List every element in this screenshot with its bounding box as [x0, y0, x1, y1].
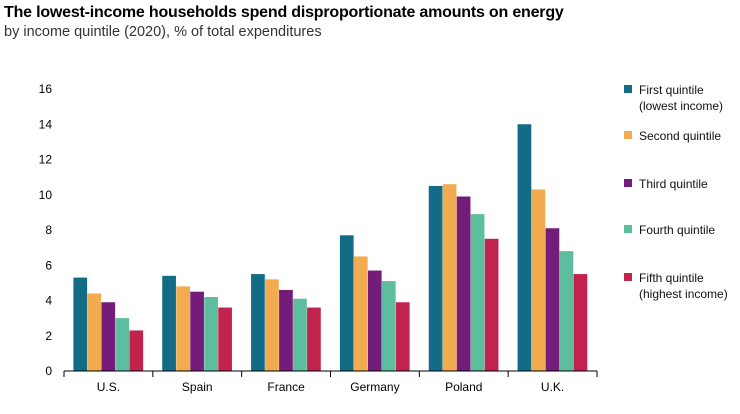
y-tick-label: 2: [45, 329, 52, 343]
bar: [559, 251, 574, 371]
bar: [307, 307, 321, 371]
bar: [428, 185, 443, 371]
y-tick-label: 8: [45, 223, 52, 237]
bar: [339, 235, 354, 371]
bar: [517, 124, 532, 371]
bar: [442, 184, 457, 371]
bar: [484, 238, 499, 371]
x-tick-label: Spain: [182, 380, 213, 394]
bar: [162, 275, 176, 371]
x-tick-label: Germany: [350, 380, 399, 394]
chart-title: The lowest-income households spend dispr…: [4, 4, 564, 21]
y-tick-label: 12: [39, 153, 53, 167]
y-tick-label: 0: [45, 364, 52, 378]
bar: [87, 293, 102, 371]
bar: [265, 279, 279, 371]
bar: [279, 289, 293, 371]
bar: [190, 291, 204, 371]
bar: [545, 228, 560, 371]
bar: [470, 214, 485, 371]
legend-label: Fourth quintile: [639, 223, 716, 237]
y-tick-label: 16: [39, 82, 53, 96]
x-tick-label: U.K.: [541, 380, 564, 394]
bar: [573, 274, 588, 371]
y-tick-label: 10: [39, 188, 53, 202]
bar: [456, 196, 471, 371]
y-tick-label: 4: [45, 294, 52, 308]
bar: [73, 277, 88, 371]
x-tick-label: France: [267, 380, 305, 394]
bar: [293, 298, 307, 371]
bar: [129, 330, 144, 371]
bar: [115, 318, 130, 371]
y-tick-label: 14: [39, 117, 53, 131]
x-tick-label: Poland: [445, 380, 482, 394]
bar: [218, 307, 232, 371]
x-tick-label: U.S.: [97, 380, 120, 394]
bar: [251, 274, 265, 371]
legend-label: First quintile (lowest income): [639, 83, 724, 113]
legend-label: Second quintile: [639, 129, 722, 143]
legend-swatch: [624, 225, 632, 233]
legend-swatch: [624, 273, 632, 281]
legend-swatch: [624, 179, 632, 187]
legend-swatch: [624, 85, 632, 93]
bar: [204, 296, 218, 371]
bar: [381, 281, 396, 371]
bar: [176, 286, 190, 371]
y-tick-label: 6: [45, 258, 52, 272]
bar: [353, 256, 368, 371]
bar: [395, 302, 410, 371]
chart-subtitle: by income quintile (2020), % of total ex…: [4, 24, 322, 40]
legend-label: Fifth quintile (highest income): [639, 271, 728, 301]
bar: [101, 302, 116, 371]
bar: [367, 270, 382, 371]
legend-swatch: [624, 131, 632, 139]
legend-label: Third quintile: [639, 177, 708, 191]
bar: [531, 189, 546, 371]
